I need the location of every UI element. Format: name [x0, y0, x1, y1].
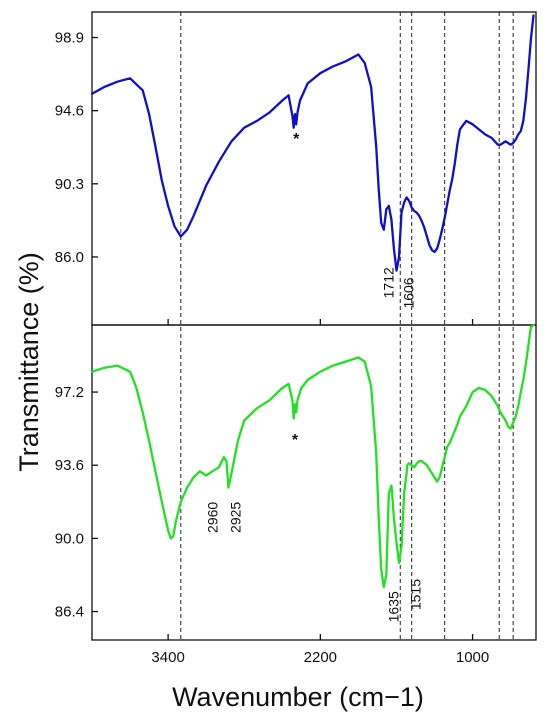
x-tick-label: 3400 [151, 649, 184, 666]
x-tick-label: 1000 [456, 649, 489, 666]
x-axis-title: Wavenumber (cm−1) [172, 682, 424, 712]
y-tick-label: 90.0 [55, 530, 84, 547]
x-tick-label: 2200 [304, 649, 337, 666]
reference-lines [180, 12, 514, 640]
y-tick-label: 94.6 [55, 103, 84, 120]
spectra [90, 14, 535, 589]
y-tick-label: 98.9 [55, 30, 84, 47]
peak-annotations: * 1712 1606 * 2960 2925 1635 1515 [205, 131, 424, 622]
y-tick-label: 86.0 [55, 249, 84, 266]
y-tick-label: 90.3 [55, 176, 84, 193]
panel-frames [91, 11, 537, 641]
axis-ticks: 98.9 94.6 90.3 86.0 97.2 93.6 90.0 86.4 3400 2200… [55, 30, 489, 666]
y-tick-label: 93.6 [55, 457, 84, 474]
peak-label: 1635 [385, 591, 401, 622]
peak-label: 1712 [380, 267, 396, 298]
peak-marker: * [293, 131, 300, 148]
spectrum-line-top [90, 14, 535, 272]
peak-label: 2925 [227, 502, 243, 533]
peak-label: 2960 [205, 502, 221, 533]
peak-label: 1606 [401, 277, 417, 308]
y-tick-label: 86.4 [55, 604, 84, 621]
spectrum-line-bottom [90, 323, 535, 589]
y-tick-label: 97.2 [55, 384, 84, 401]
panel-frame-bottom [91, 324, 537, 641]
peak-label: 1515 [408, 579, 424, 610]
peak-marker: * [292, 432, 299, 449]
y-axis-title: Transmittance (%) [14, 252, 44, 472]
